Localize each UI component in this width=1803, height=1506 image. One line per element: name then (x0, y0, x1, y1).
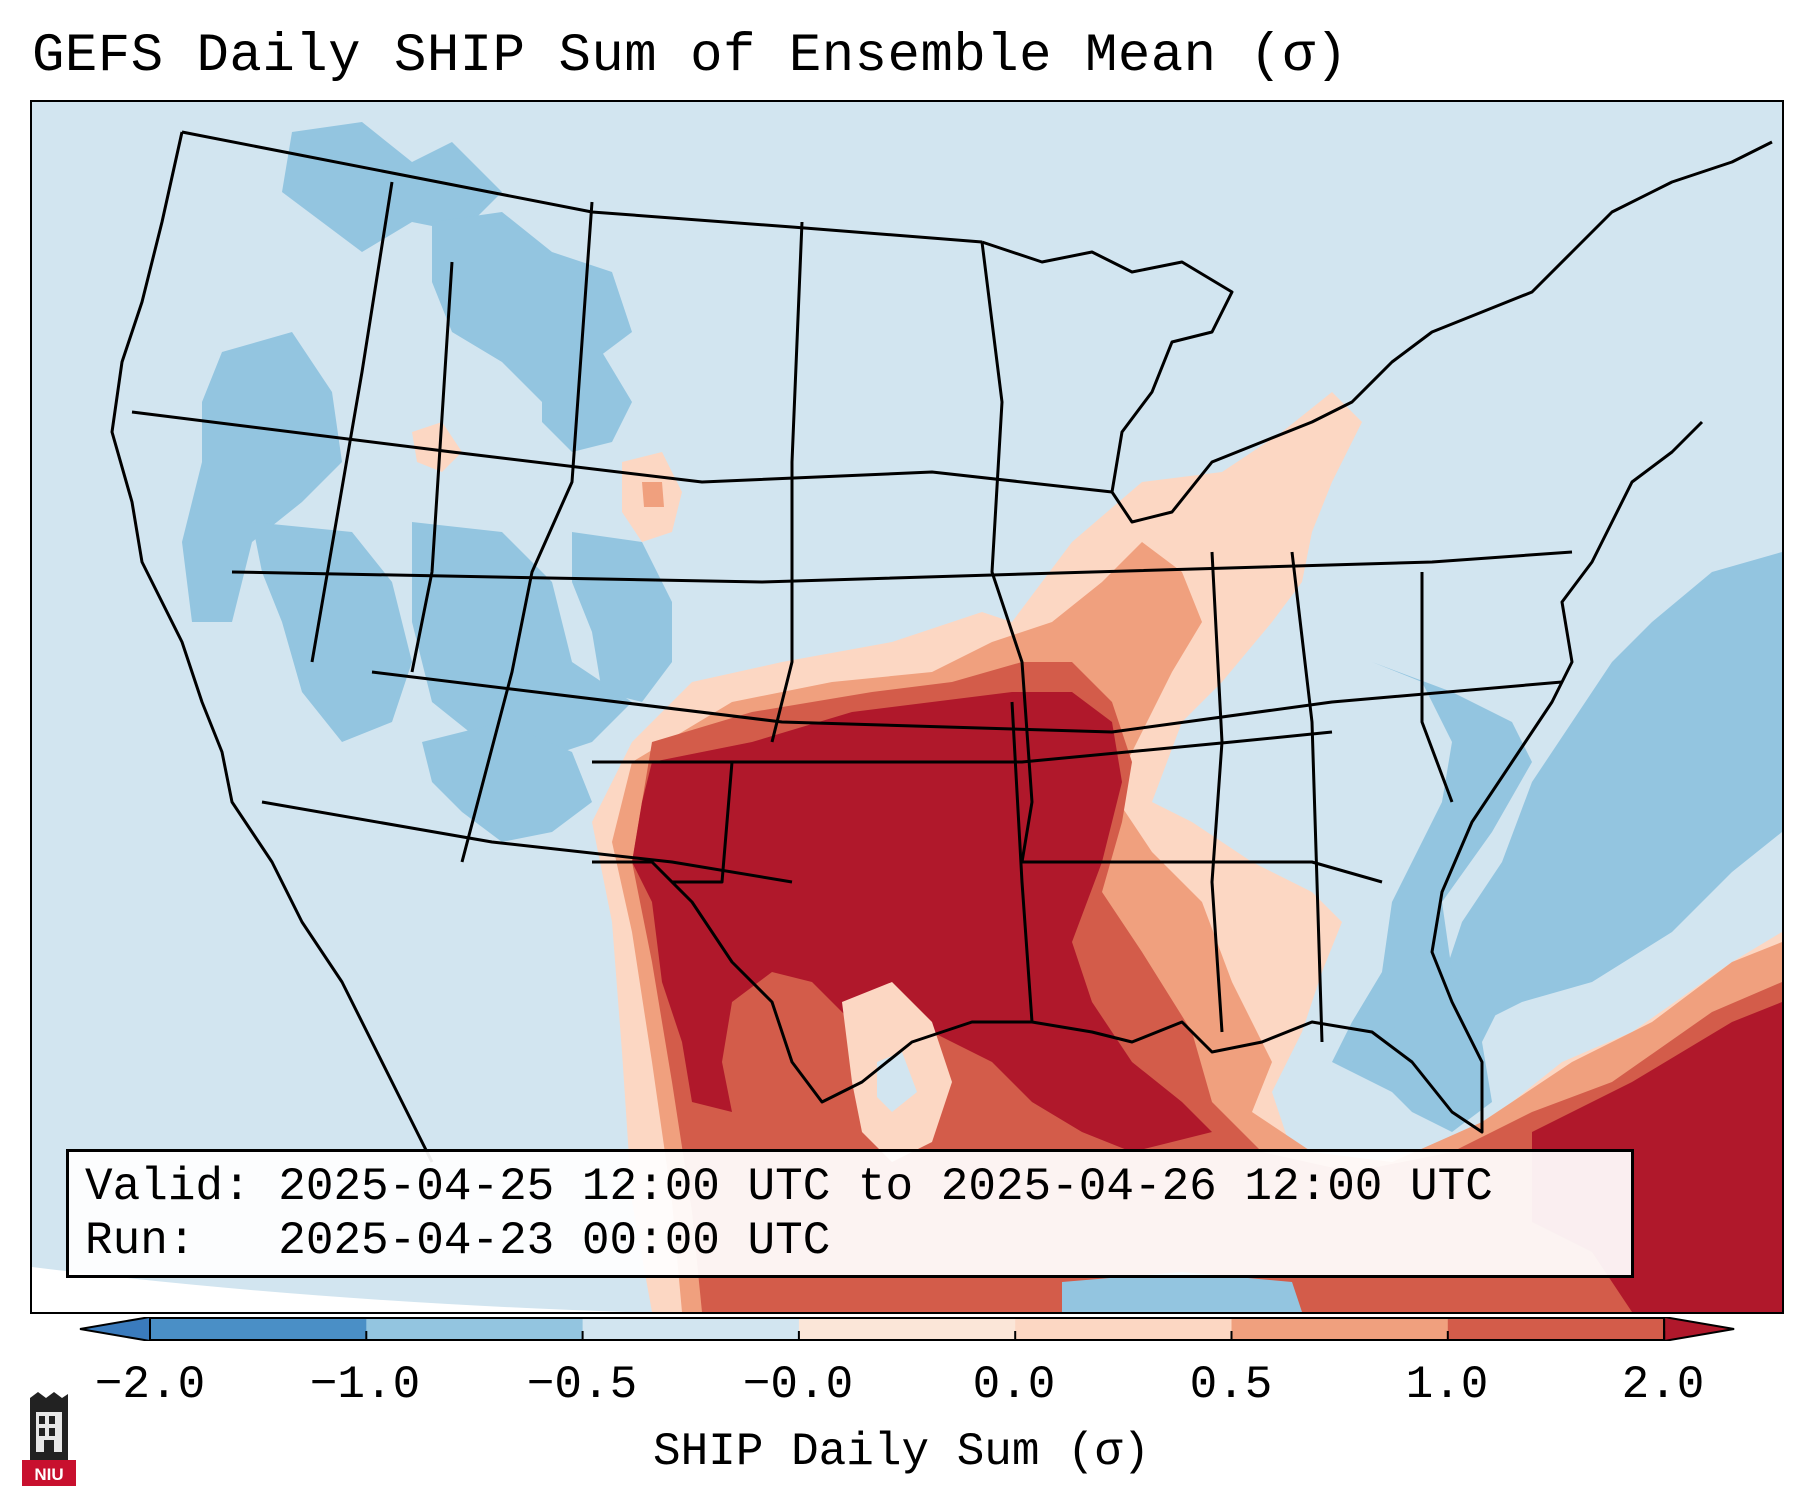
state-line-mexico (261, 800, 793, 884)
valid-time-text: Valid: 2025-04-25 12:00 UTC to 2025-04-2… (85, 1161, 1493, 1213)
border-us-canada-west (181, 130, 983, 244)
utah-blue (412, 522, 632, 762)
colorbar-segment (798, 1317, 1016, 1341)
colorbar-segment (1231, 1317, 1449, 1341)
state-line-arkansas-west (1010, 701, 1034, 1023)
colorbar-tick-label: 0.0 (972, 1359, 1056, 1411)
logo-text: NIU (34, 1465, 63, 1484)
state-line-37n (371, 670, 1563, 734)
colorbar-extend-high (1663, 1317, 1735, 1341)
california-north-blue (182, 332, 342, 622)
gulf-east-coast (592, 420, 1704, 1134)
boundaries (110, 130, 1773, 1163)
west-coast (110, 131, 434, 1163)
colorbar-tick-label: −0.0 (742, 1359, 854, 1411)
state-line-indiana-west (1210, 551, 1224, 1033)
state-line-minnesota-west (980, 241, 1034, 863)
run-time-text: Run: 2025-04-23 00:00 UTC (85, 1215, 831, 1267)
niu-logo-icon: NIU (22, 1392, 76, 1486)
colorbar-tick-label: 0.5 (1189, 1359, 1273, 1411)
peach-patch-idaho (412, 422, 462, 472)
state-line-36n (592, 730, 1333, 764)
map-canvas (32, 102, 1782, 1312)
colorbar-segment (1015, 1317, 1232, 1341)
state-line-idaho-west (310, 181, 394, 663)
outside-domain-left (32, 1267, 627, 1312)
colorbar-outline (149, 1317, 1666, 1341)
colorbar-tick-label: 1.0 (1405, 1359, 1489, 1411)
colorbar-tick-label: −0.5 (526, 1359, 638, 1411)
arizona-blue (422, 722, 592, 842)
state-line-utah-west (410, 261, 454, 673)
colorado-blue (572, 532, 672, 702)
florida-blue (1382, 952, 1492, 1132)
state-line-dakotas-west (770, 221, 804, 743)
map-title: GEFS Daily SHIP Sum of Ensemble Mean (σ) (32, 26, 1349, 87)
valid-run-info-box: Valid: 2025-04-25 12:00 UTC to 2025-04-2… (66, 1149, 1634, 1278)
state-line-33n (1022, 860, 1383, 884)
colorbar-segment (366, 1317, 584, 1341)
southeast-coast-blue (1332, 662, 1532, 1102)
map-frame (30, 100, 1784, 1314)
colorbar-tick-label: 2.0 (1621, 1359, 1705, 1411)
colorbar-segment (1447, 1317, 1665, 1341)
colorbar (79, 1317, 1735, 1341)
nevada-blue (252, 522, 412, 742)
great-lakes-border (981, 140, 1773, 524)
state-line-40n (231, 550, 1573, 584)
colorbar-segment (150, 1317, 367, 1341)
salmon-patch-wyoming (642, 482, 664, 507)
state-line-ohio-west (1290, 551, 1324, 1043)
colorbar-segment (582, 1317, 800, 1341)
colorbar-extend-low (79, 1317, 151, 1341)
state-line-east (1420, 572, 1454, 803)
gulf-blue-strip (1062, 1272, 1302, 1312)
colorbar-label: SHIP Daily Sum (σ) (653, 1426, 1150, 1478)
state-line-42n (131, 410, 1113, 494)
wyoming-blue (542, 352, 632, 452)
state-line-utah-east (460, 201, 594, 863)
atlantic-blue-field (1442, 552, 1782, 1032)
colorbar-tick-label: −2.0 (94, 1359, 206, 1411)
state-line-texas-panhandle (672, 761, 734, 884)
south-texas-blue-spot (877, 1052, 917, 1112)
dark-red-core-plains (632, 692, 1212, 1152)
colorbar-tick-label: −1.0 (309, 1359, 421, 1411)
